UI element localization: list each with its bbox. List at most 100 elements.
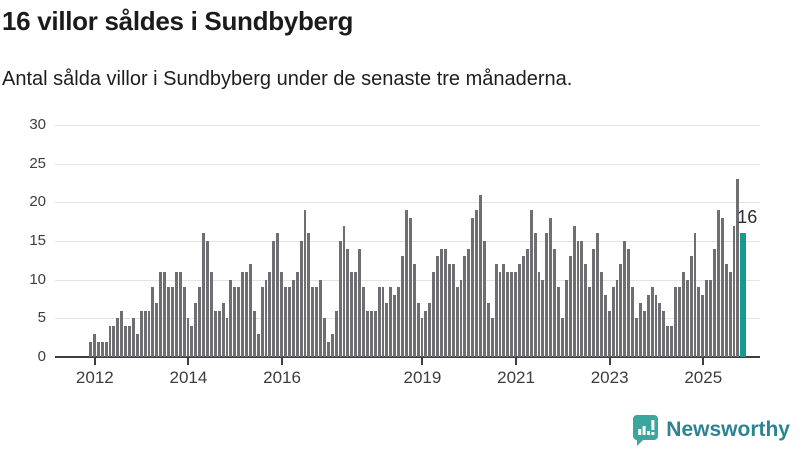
month-bar [658,302,662,357]
month-bar [202,233,206,357]
month-bar [209,271,213,357]
month-bar [373,310,377,357]
y-gridline [55,202,760,204]
month-bar [541,279,545,357]
month-bar [553,248,557,357]
month-bar [159,271,163,357]
x-axis-tick [421,357,424,365]
month-bar [709,279,713,357]
month-bar [611,287,615,357]
x-axis-year-label: 2016 [263,368,301,387]
month-bar [479,194,482,357]
month-bar [174,271,178,357]
month-bar [494,264,498,357]
month-bar [334,310,338,357]
x-axis-year-label: 2023 [590,368,629,387]
month-bar [596,233,599,357]
month-bar [365,310,369,357]
month-bar [635,318,638,357]
month-bar [588,287,592,357]
month-bar [654,295,658,357]
y-axis-tick-label: 30 [29,116,46,133]
month-bar [260,287,264,357]
x-axis-year-label: 2012 [75,368,114,387]
month-bar [486,302,490,357]
month-bar [580,241,584,357]
month-bar [619,264,623,357]
month-bar [350,271,354,357]
month-bar [560,318,564,357]
month-bar [584,264,588,357]
month-bar [716,210,720,357]
month-bar [276,233,280,357]
month-bar [268,271,272,357]
month-bar [720,217,724,357]
month-bar [467,248,471,357]
month-bar [131,318,135,357]
month-bar [167,287,170,357]
month-bar [358,248,362,357]
month-bar [623,241,627,357]
month-bar [650,287,654,357]
page-title: 16 villor såldes i Sundbyberg [2,6,354,36]
month-bar [572,225,576,357]
month-bar [537,271,541,357]
month-bar [241,271,245,357]
month-bar [564,279,568,357]
month-bar [381,287,385,357]
x-axis-tick [93,357,96,365]
y-axis-tick-label: 20 [29,193,46,211]
month-bar [432,271,436,357]
month-bar [642,310,646,357]
month-bar [346,248,350,357]
month-bar [291,279,295,357]
month-bar [362,287,365,357]
month-bar [135,333,139,357]
y-axis-tick-label: 15 [29,232,46,249]
month-bar [112,326,116,357]
month-bar [436,256,440,357]
month-bar [514,271,518,357]
month-bar [163,271,167,357]
month-bar [190,326,194,357]
month-bar [545,233,549,357]
month-bar [221,302,225,357]
month-bar [198,287,202,357]
month-bar [170,287,174,357]
y-gridline [55,163,760,165]
month-bar [510,271,514,357]
month-bar [627,248,631,357]
month-bar [252,310,256,357]
month-bar [557,287,560,357]
y-axis-tick-label: 25 [29,154,46,172]
month-bar [147,310,151,357]
month-bar [108,326,112,357]
month-bar [124,326,128,357]
month-bar [728,271,732,357]
month-bar [420,318,424,357]
month-bar [323,318,326,357]
month-bar [377,287,381,357]
month-bar [521,256,525,357]
month-bar [568,256,572,357]
month-bar [681,271,685,357]
month-bar [592,248,596,357]
x-axis-baseline [55,356,760,358]
month-bar [428,302,432,357]
month-bar [724,264,728,357]
month-bar [229,279,233,357]
x-axis-year-label: 2019 [403,368,442,387]
month-bar [319,279,323,357]
month-bar [389,287,393,357]
month-bar [549,217,553,357]
month-bar [705,279,709,357]
month-bar [693,233,697,357]
x-axis-year-label: 2021 [497,368,535,387]
newsworthy-logo: Newsworthy [632,414,790,446]
y-axis-tick-label: 10 [29,270,46,288]
newsworthy-wordmark: Newsworthy [666,418,790,441]
month-bar [307,233,311,357]
month-bar [424,310,428,357]
month-bar [237,287,241,357]
month-bar [311,287,315,357]
